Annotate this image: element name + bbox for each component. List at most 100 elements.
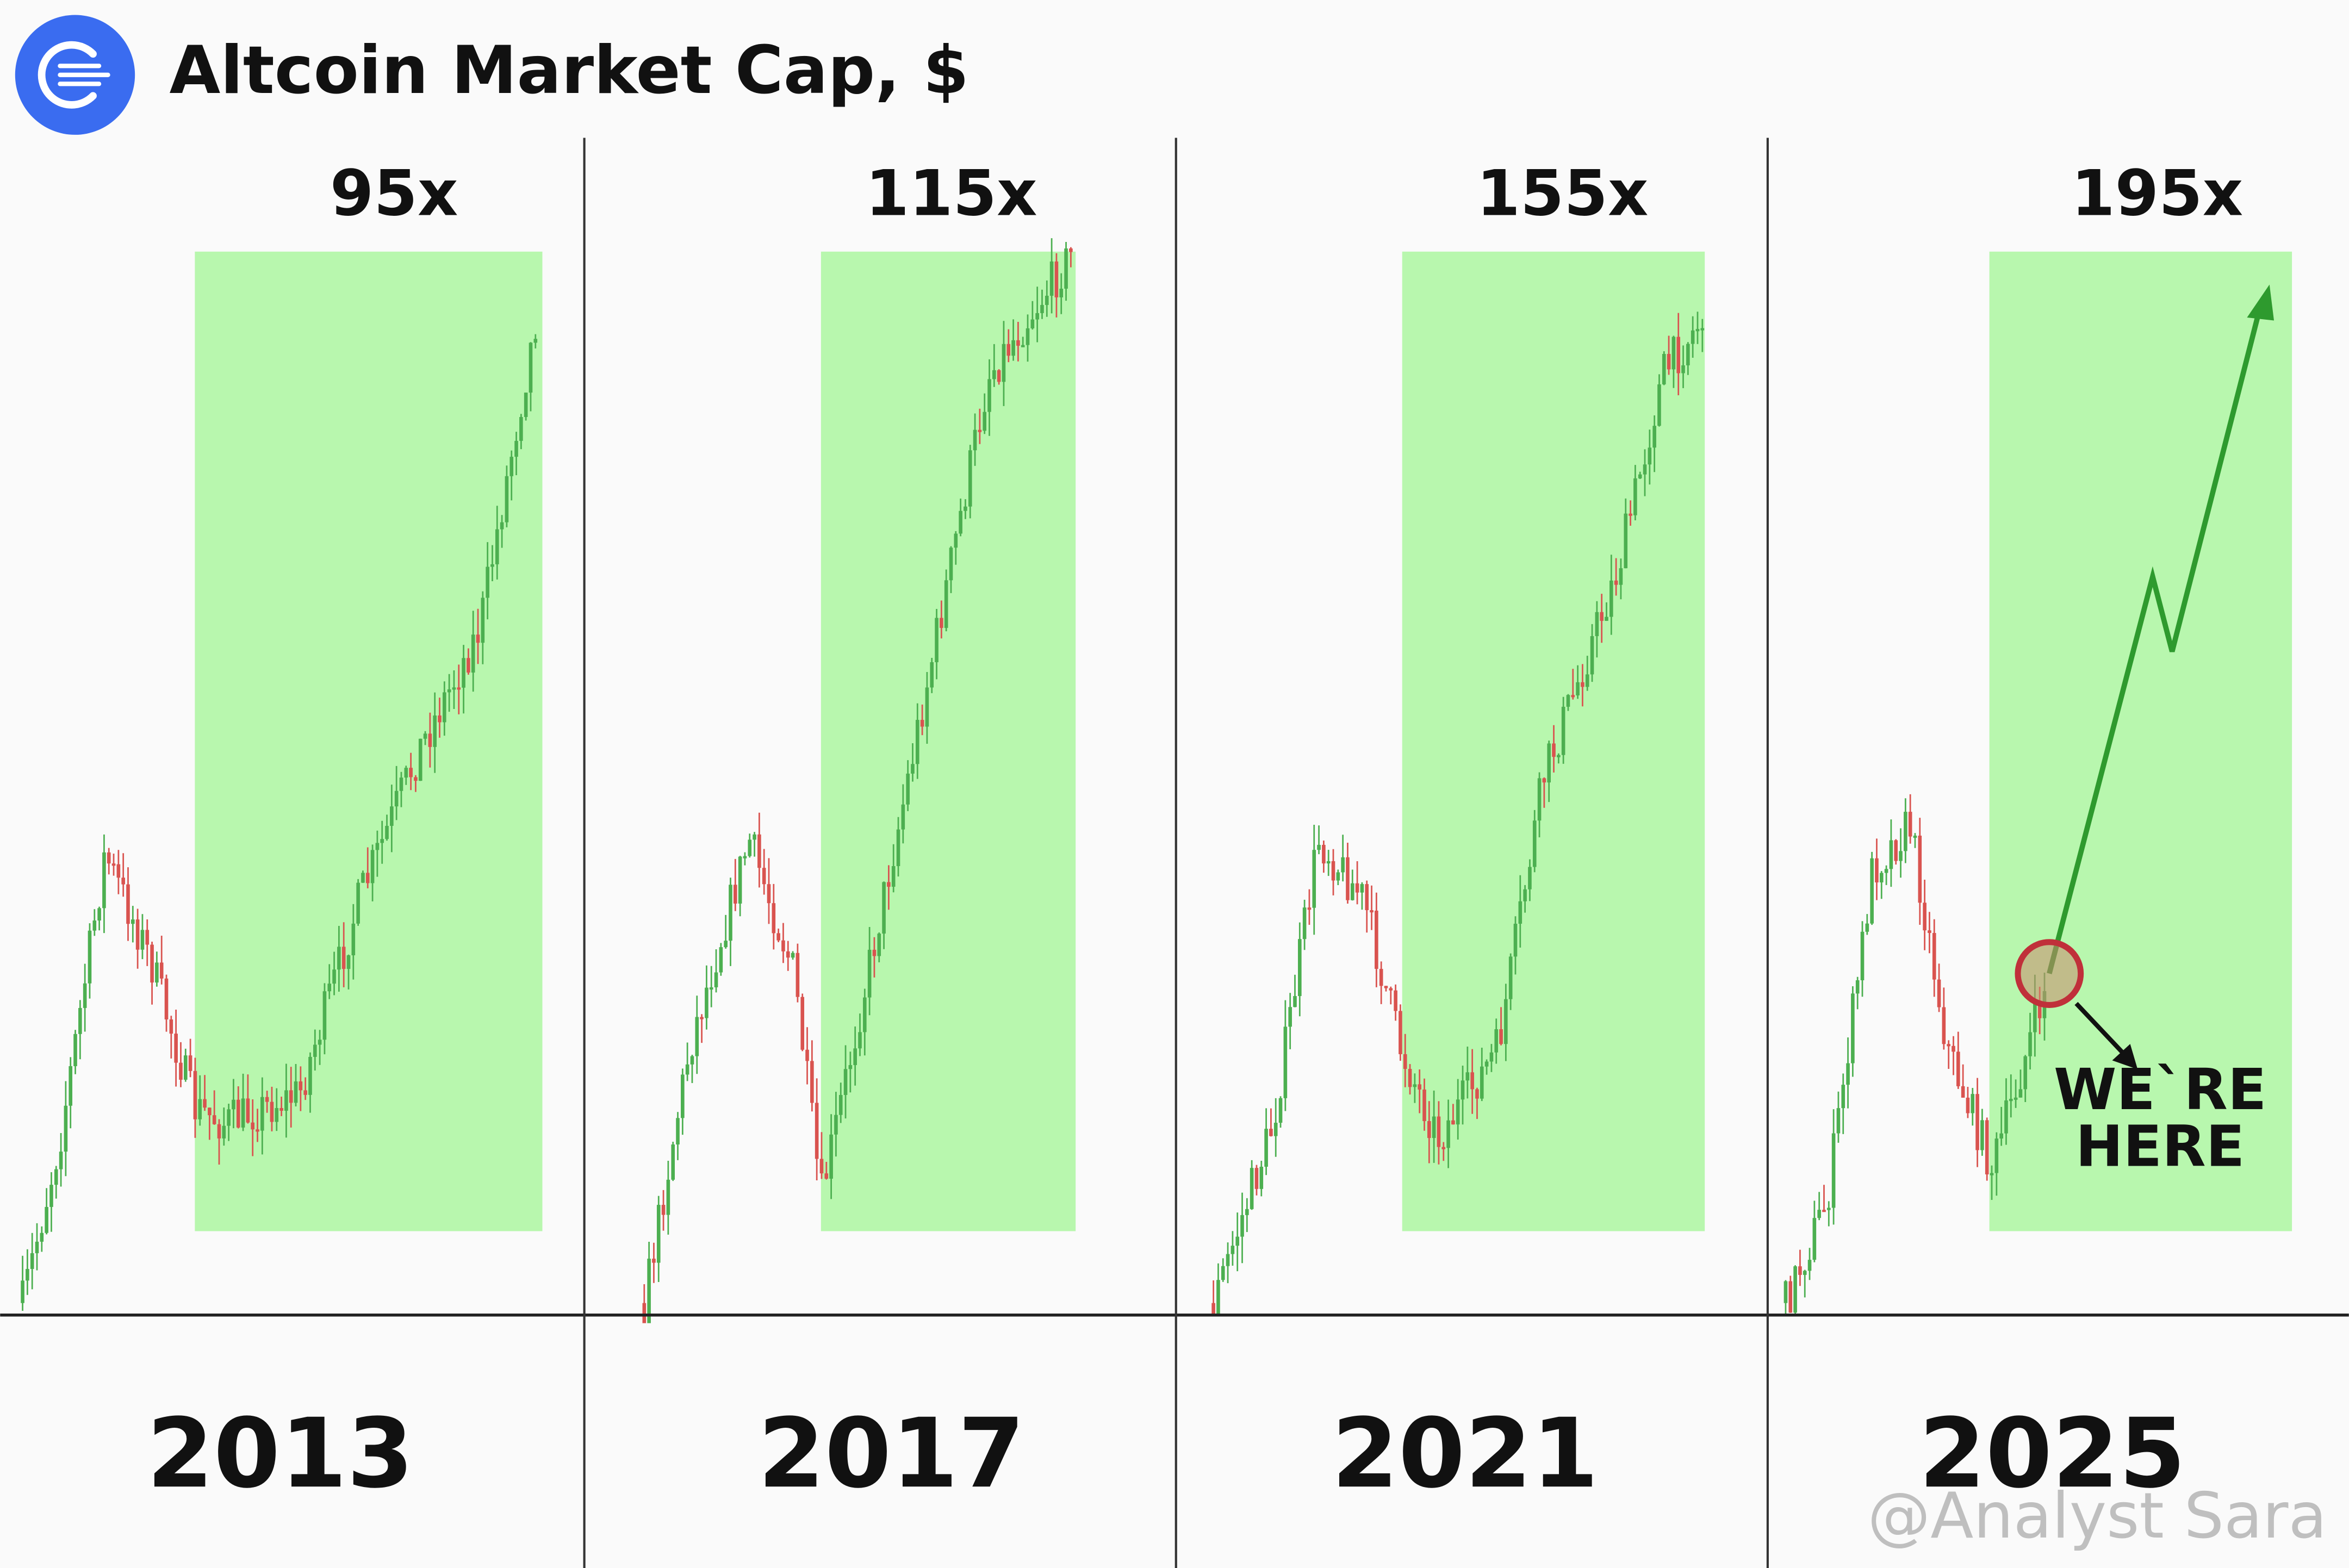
candle-body xyxy=(188,1055,192,1071)
candle-body xyxy=(83,983,87,1008)
candle-body xyxy=(1336,872,1340,881)
current-position xyxy=(2015,939,2084,1008)
candle-body xyxy=(1465,1072,1470,1081)
candle-body xyxy=(423,733,427,739)
candle-body xyxy=(829,1134,833,1179)
candle-body xyxy=(1446,1120,1450,1148)
candle-body xyxy=(327,984,332,992)
candle-body xyxy=(1322,844,1326,864)
candle-body xyxy=(265,1097,269,1102)
candle-body xyxy=(819,1159,824,1174)
candle-body xyxy=(848,1065,853,1069)
candle-body xyxy=(1293,996,1297,1007)
candle-body xyxy=(1561,706,1565,755)
candle-body xyxy=(1384,986,1388,988)
candle-body xyxy=(40,1233,44,1242)
candle-body xyxy=(1273,1123,1278,1136)
candle-body xyxy=(987,379,991,412)
candles xyxy=(21,238,2047,1323)
candle-body xyxy=(1045,295,1049,305)
candle-body xyxy=(978,430,982,432)
candle-body xyxy=(1297,939,1302,997)
candle-body xyxy=(911,764,915,774)
candle-body xyxy=(815,1103,819,1159)
candle-body xyxy=(1054,261,1059,297)
candle-body xyxy=(212,1115,216,1124)
candle-body xyxy=(1614,580,1618,585)
candle-body xyxy=(394,791,399,807)
candle-body xyxy=(671,1144,675,1180)
candle-body xyxy=(2028,1032,2032,1056)
candle-body xyxy=(256,1129,259,1132)
candle-body xyxy=(241,1098,245,1128)
candle-body xyxy=(78,1007,82,1034)
candle-body xyxy=(1846,1063,1850,1085)
candle-body xyxy=(64,1105,68,1152)
candle-body xyxy=(872,949,877,956)
candle-body xyxy=(1855,980,1860,994)
candle-body xyxy=(275,1108,279,1122)
candle-body xyxy=(1226,1254,1230,1266)
candle-body xyxy=(1518,901,1522,924)
candle-body xyxy=(533,339,538,343)
candle-body xyxy=(1700,328,1705,331)
candle-body xyxy=(126,884,130,924)
candle-body xyxy=(476,634,480,643)
candle-body xyxy=(1002,344,1006,382)
candle-body xyxy=(1432,1116,1436,1138)
year: 2017 xyxy=(758,1397,1025,1509)
candle-body xyxy=(767,884,771,904)
candle-body xyxy=(443,692,446,723)
candle-body xyxy=(208,1107,212,1116)
candle-body xyxy=(935,618,939,662)
candle-body xyxy=(164,978,169,1020)
candle-body xyxy=(222,1125,226,1138)
candle-body xyxy=(1408,1069,1412,1087)
candle-body xyxy=(1947,1044,1950,1047)
candle-body xyxy=(30,1253,34,1269)
candle-body xyxy=(1590,636,1594,675)
candle-body xyxy=(183,1055,188,1080)
candle-body xyxy=(251,1122,255,1130)
candle-body xyxy=(1470,1072,1474,1090)
candle-body xyxy=(294,1081,298,1103)
candle-body xyxy=(1418,1084,1421,1090)
candle-body xyxy=(303,1090,307,1095)
candle-body xyxy=(1331,861,1335,881)
candle-body xyxy=(1956,1051,1960,1086)
candle-body xyxy=(1638,474,1642,478)
candle-body xyxy=(370,850,375,883)
candle-body xyxy=(414,777,418,781)
candle-body xyxy=(709,987,713,990)
year: 2013 xyxy=(147,1397,414,1509)
candle-body xyxy=(1652,426,1656,448)
candle-body xyxy=(1254,1168,1259,1189)
candle-body xyxy=(481,598,485,643)
candle-body xyxy=(299,1081,303,1091)
candle-body xyxy=(1585,674,1589,687)
candle-body xyxy=(365,873,370,883)
year: 2025 xyxy=(1919,1397,2186,1509)
candle-body xyxy=(959,511,962,534)
candle-body xyxy=(159,962,164,979)
title: Altcoin Market Cap, $ xyxy=(170,32,969,109)
candle-body xyxy=(1030,319,1035,328)
candle-body xyxy=(169,1019,173,1034)
candle-body xyxy=(997,370,1001,382)
candle-body xyxy=(308,1056,312,1095)
candle-body xyxy=(652,1259,656,1263)
watermark: @Analyst Sara xyxy=(1868,1480,2327,1553)
candle-body xyxy=(2023,1056,2028,1090)
candle-body xyxy=(925,687,929,727)
candle-body xyxy=(92,920,97,931)
candle-body xyxy=(1990,1173,1994,1175)
candle-body xyxy=(1643,464,1647,475)
candle-body xyxy=(1971,1094,1975,1113)
candle-body xyxy=(1394,990,1397,1011)
candle-body xyxy=(1011,340,1015,356)
candle-body xyxy=(351,923,356,956)
candle-body xyxy=(1807,1260,1812,1271)
candle-body xyxy=(322,991,327,1040)
candle-body xyxy=(1576,682,1580,696)
